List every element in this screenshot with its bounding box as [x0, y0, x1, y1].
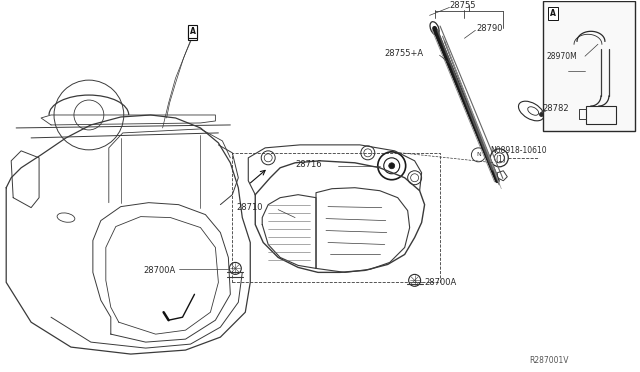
Text: 28700A: 28700A [424, 278, 457, 287]
Text: A: A [550, 9, 556, 18]
Text: 28755+A: 28755+A [385, 49, 424, 58]
Text: 28716: 28716 [295, 160, 322, 169]
Text: 28710: 28710 [236, 203, 263, 212]
Bar [543, 1, 635, 131]
Text: (1): (1) [495, 155, 506, 164]
Text: 28970M: 28970M [546, 52, 577, 61]
Text: 28755: 28755 [449, 1, 476, 10]
Circle shape [388, 163, 395, 169]
Text: N08918-10610: N08918-10610 [490, 146, 547, 155]
Text: R287001V: R287001V [529, 356, 569, 365]
Text: N: N [476, 152, 481, 157]
Text: A: A [189, 29, 195, 38]
Text: A: A [189, 27, 195, 36]
Bar [586, 106, 616, 124]
Text: 28782: 28782 [542, 103, 569, 112]
Text: 28700A: 28700A [143, 266, 175, 275]
Text: 28790: 28790 [476, 24, 503, 33]
